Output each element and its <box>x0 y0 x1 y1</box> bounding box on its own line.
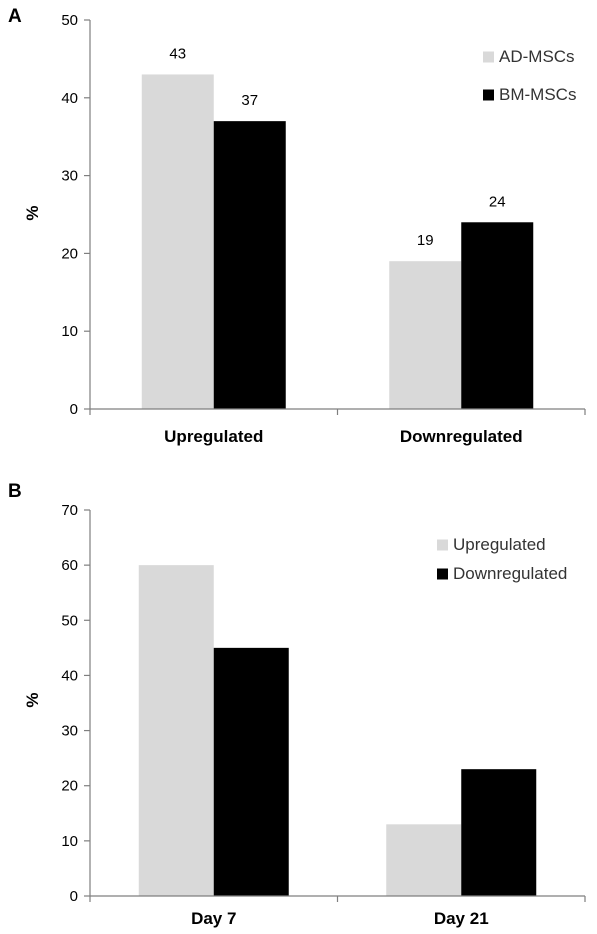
panel-a-legend-label: AD-MSCs <box>499 47 575 66</box>
panel-b-bars <box>138 565 537 896</box>
panel-b-legend-swatch <box>437 539 448 551</box>
panel-a-legend-label: BM-MSCs <box>499 85 576 104</box>
panel-a-y-tick-label: 20 <box>61 245 78 262</box>
panel-a-legend-swatch <box>483 89 494 101</box>
panel-a-y-axis-label: % <box>23 205 42 220</box>
panel-a-y-tick-label: 30 <box>61 168 78 185</box>
panel-a-bar-ad-mscs-2 <box>389 261 462 409</box>
panel-a-legend: AD-MSCs BM-MSCs <box>483 47 576 104</box>
panel-b-y-tick-label: 60 <box>61 557 78 574</box>
panel-a-label: A <box>8 6 22 27</box>
panel-a-bar-ad-mscs-1 <box>141 74 214 410</box>
panel-a-bar-bm-mscs-1 <box>213 121 286 409</box>
panel-b-legend: Upregulated Downregulated <box>437 535 567 583</box>
panel-b-bar-upregulated-1 <box>138 565 214 896</box>
panel-b-y-tick-label: 70 <box>61 502 78 519</box>
panel-b-label: B <box>8 481 22 502</box>
panel-b-y-axis-label: % <box>23 692 42 707</box>
panel-b-legend-swatch <box>437 568 448 580</box>
panel-b-y-tick-label: 40 <box>61 667 78 684</box>
panel-a-category-label: Upregulated <box>164 427 263 446</box>
panel-a-category-label: Downregulated <box>400 427 523 446</box>
panel-b-category-label: Day 21 <box>434 909 489 928</box>
panel-a-y-tick-label: 50 <box>61 12 78 29</box>
panel-a: A % 43 37 19 24 Upregulated Downregulated 0 10… <box>8 6 586 446</box>
panel-b-legend-label: Upregulated <box>453 535 546 554</box>
panel-a-data-label: 43 <box>169 45 186 62</box>
panel-b-y-tick-label: 10 <box>61 833 78 850</box>
panel-a-bars: 43 37 19 24 <box>141 45 534 410</box>
panel-b-bar-downregulated-1 <box>213 647 289 896</box>
panel-b-y-tick-label: 50 <box>61 612 78 629</box>
panel-a-axes: Upregulated Downregulated 0 10 20 30 40 50 <box>61 12 586 446</box>
panel-b: B % Day 7 Day 21 0 10 20 30 40 50 60 70 Upregulat… <box>8 481 586 928</box>
panel-b-axes: Day 7 Day 21 0 10 20 30 40 50 60 70 <box>61 502 586 928</box>
panel-b-y-tick-label: 30 <box>61 723 78 740</box>
panel-b-legend-label: Downregulated <box>453 564 567 583</box>
panel-a-y-tick-label: 0 <box>70 401 78 418</box>
panel-a-data-label: 37 <box>241 92 258 109</box>
panel-b-bar-downregulated-2 <box>461 769 537 896</box>
panel-a-data-label: 19 <box>417 232 434 249</box>
panel-a-y-tick-label: 10 <box>61 323 78 340</box>
panel-b-bar-upregulated-2 <box>386 824 462 896</box>
panel-a-data-label: 24 <box>489 193 506 210</box>
panel-a-legend-swatch <box>483 51 494 63</box>
panel-b-y-tick-label: 0 <box>70 888 78 905</box>
panel-a-y-tick-label: 40 <box>61 90 78 107</box>
panel-b-y-tick-label: 20 <box>61 778 78 795</box>
panel-b-category-label: Day 7 <box>191 909 236 928</box>
panel-a-bar-bm-mscs-2 <box>461 222 534 409</box>
